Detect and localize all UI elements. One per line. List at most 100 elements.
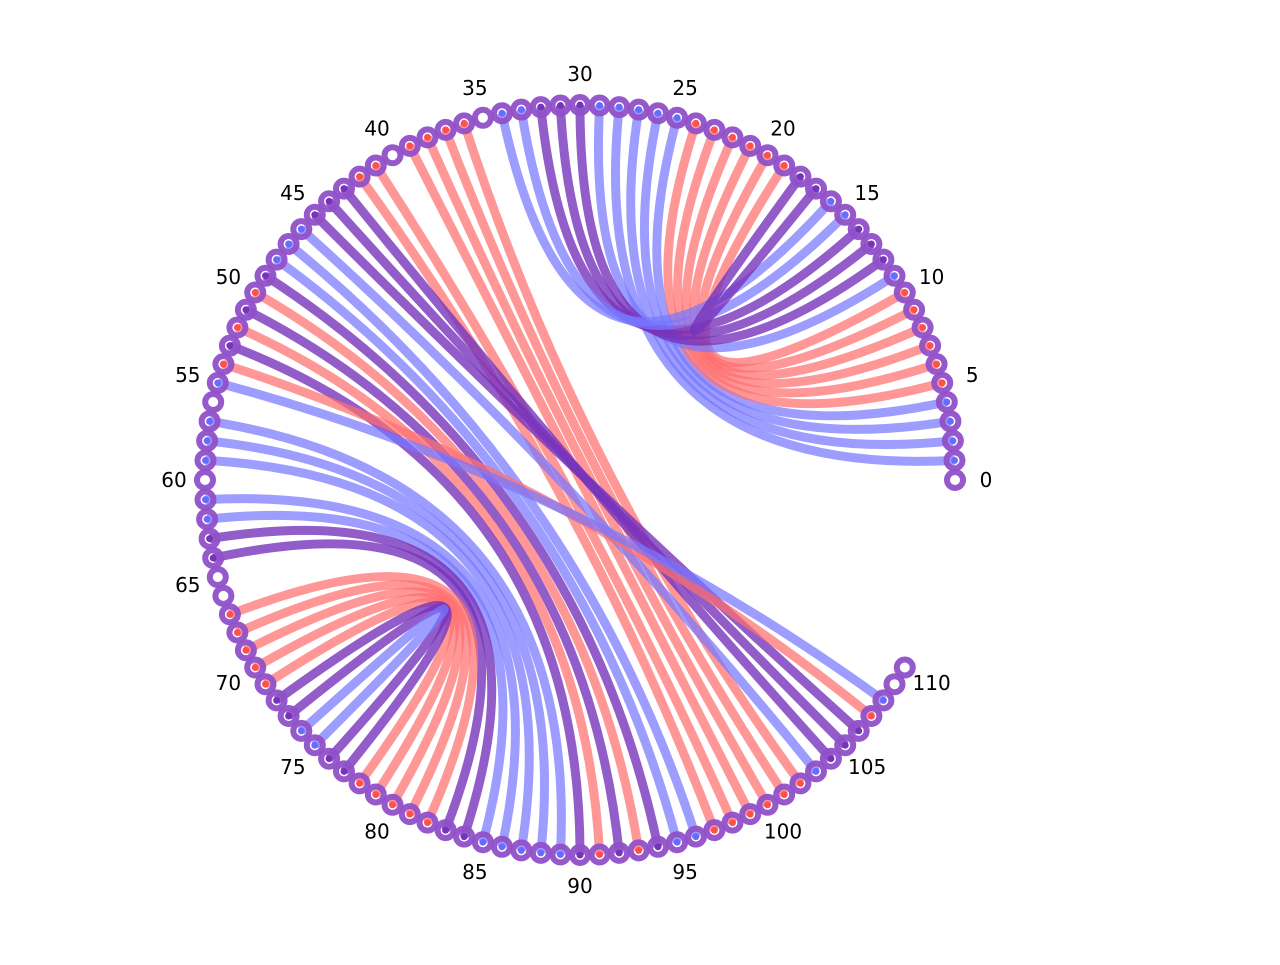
node-97 <box>703 819 726 842</box>
node-dot <box>951 476 959 484</box>
node-dot <box>201 476 209 484</box>
node-71 <box>254 673 277 696</box>
node-ring <box>218 603 241 626</box>
node-dot <box>209 554 217 562</box>
node-dot <box>479 838 487 846</box>
node-47 <box>277 233 300 255</box>
node-101 <box>773 783 796 806</box>
node-ring <box>819 747 842 770</box>
chord-63-84 <box>208 525 497 838</box>
node-label-95: 95 <box>672 860 697 884</box>
node-ring <box>903 298 926 321</box>
node-92 <box>608 841 631 864</box>
node-dot <box>867 240 875 248</box>
chord-17-18 <box>689 173 820 336</box>
node-85 <box>471 831 494 854</box>
node-18 <box>789 165 812 188</box>
node-ring <box>872 689 895 712</box>
node-51 <box>234 298 257 321</box>
node-ring <box>925 353 948 376</box>
node-94 <box>647 835 669 858</box>
node-36 <box>453 112 476 135</box>
node-ring <box>234 639 257 662</box>
node-ring <box>739 803 762 826</box>
node-ring <box>491 102 513 125</box>
node-ring <box>318 747 341 770</box>
chord-61-86 <box>205 494 520 848</box>
node-ring <box>244 656 267 679</box>
node-50 <box>244 281 267 304</box>
node-ring <box>911 316 934 339</box>
node-ring <box>627 839 650 862</box>
node-dot <box>576 851 584 859</box>
node-6 <box>925 353 948 376</box>
node-ring <box>196 429 219 452</box>
node-93 <box>627 839 650 862</box>
node-ring <box>569 844 591 866</box>
node-78 <box>348 772 371 795</box>
node-ring <box>398 134 421 157</box>
chord-45-106 <box>311 211 862 735</box>
chord-50-93 <box>252 288 644 852</box>
node-70 <box>244 656 267 679</box>
node-ring <box>265 248 288 271</box>
node-dot <box>206 535 214 543</box>
node-34 <box>491 102 513 125</box>
node-dot <box>764 801 771 809</box>
node-64 <box>202 547 225 569</box>
node-dot <box>796 779 804 787</box>
node-dot <box>615 849 623 857</box>
node-ring <box>202 547 225 569</box>
chord-4-25 <box>652 116 948 421</box>
node-ring <box>883 264 906 287</box>
node-ring <box>290 218 313 241</box>
node-label-70: 70 <box>216 671 241 695</box>
node-dot <box>764 151 771 159</box>
node-dot <box>262 272 269 280</box>
node-19 <box>773 154 796 177</box>
node-dot <box>910 306 918 314</box>
node-label-85: 85 <box>462 860 487 884</box>
node-dot <box>442 126 450 134</box>
node-ring <box>491 835 513 858</box>
node-ring <box>212 584 235 607</box>
node-dot <box>203 437 211 445</box>
chord-58-88 <box>206 436 549 854</box>
node-dot <box>285 240 293 248</box>
node-label-90: 90 <box>567 874 592 898</box>
node-dot <box>596 102 604 109</box>
node-dot <box>827 755 835 763</box>
node-dot <box>879 696 887 704</box>
node-label-50: 50 <box>216 265 241 289</box>
node-dot <box>297 225 305 233</box>
node-59 <box>194 449 217 472</box>
node-43 <box>333 177 355 200</box>
node-label-10: 10 <box>919 265 944 289</box>
node-dot <box>226 342 234 350</box>
chord-55-108 <box>216 378 887 705</box>
node-ring <box>364 783 387 806</box>
node-label-45: 45 <box>280 181 305 205</box>
chord-64-83 <box>212 539 487 832</box>
node-label-110: 110 <box>913 671 951 695</box>
node-ring <box>860 233 883 255</box>
node-dot <box>340 767 348 775</box>
node-dot <box>242 646 250 654</box>
node-ring <box>265 689 288 712</box>
node-26 <box>647 102 669 125</box>
node-102 <box>789 772 812 795</box>
node-ring <box>627 98 650 121</box>
node-dot <box>219 592 227 600</box>
node-dot <box>855 727 863 735</box>
node-ring <box>416 811 439 834</box>
node-dot <box>325 197 333 205</box>
node-54 <box>212 353 235 376</box>
node-ring <box>254 264 277 287</box>
node-dot <box>615 103 623 111</box>
node-100 <box>756 793 779 816</box>
node-ring <box>721 126 744 149</box>
node-ring <box>453 112 476 135</box>
node-82 <box>416 811 439 834</box>
